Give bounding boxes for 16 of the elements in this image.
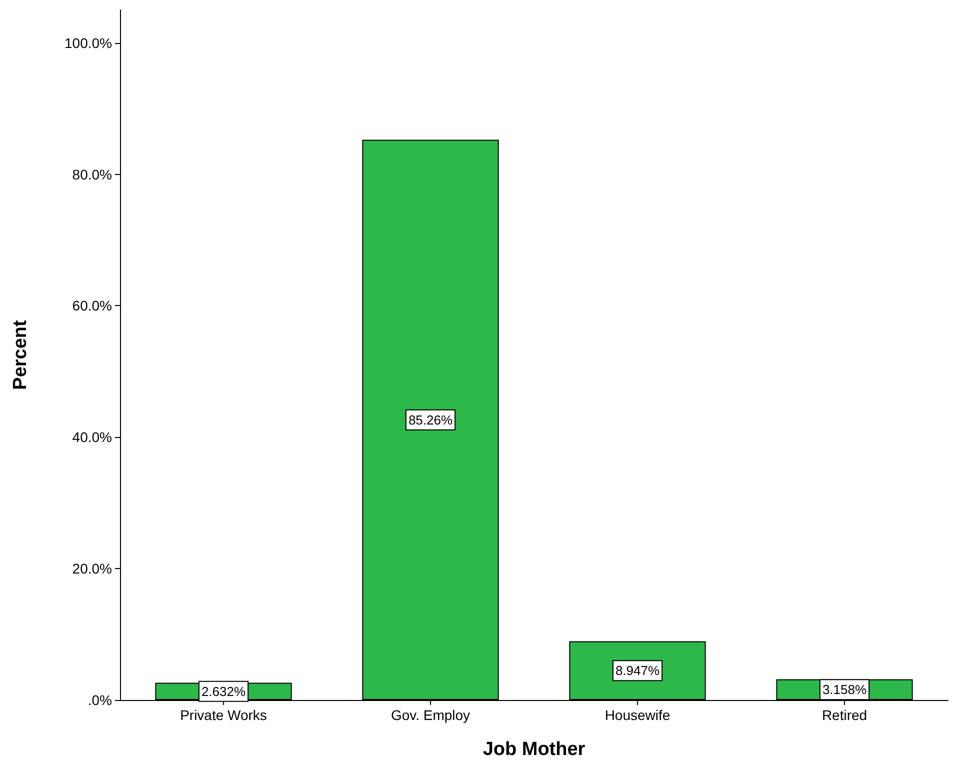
x-tick-label: Private Works [180, 707, 267, 723]
y-tick-label: 80.0% [72, 166, 112, 182]
y-tick-label: 60.0% [72, 298, 112, 314]
y-tick-label: 20.0% [72, 560, 112, 577]
y-tick-label: .0% [88, 692, 112, 708]
data-label: 85.26% [408, 412, 453, 428]
y-tick-label: 100.0% [64, 34, 112, 51]
x-tick-label: Housewife [604, 707, 670, 723]
x-tick-label: Retired [822, 707, 868, 723]
y-tick-label: 40.0% [72, 429, 112, 446]
data-label: 8.947% [615, 663, 660, 678]
data-label: 2.632% [201, 684, 246, 699]
x-axis-title: Job Mother [482, 739, 586, 760]
y-axis-title: Percent [10, 319, 31, 390]
data-label: 3.158% [822, 682, 867, 698]
x-tick-label: Gov. Employ [390, 707, 470, 723]
